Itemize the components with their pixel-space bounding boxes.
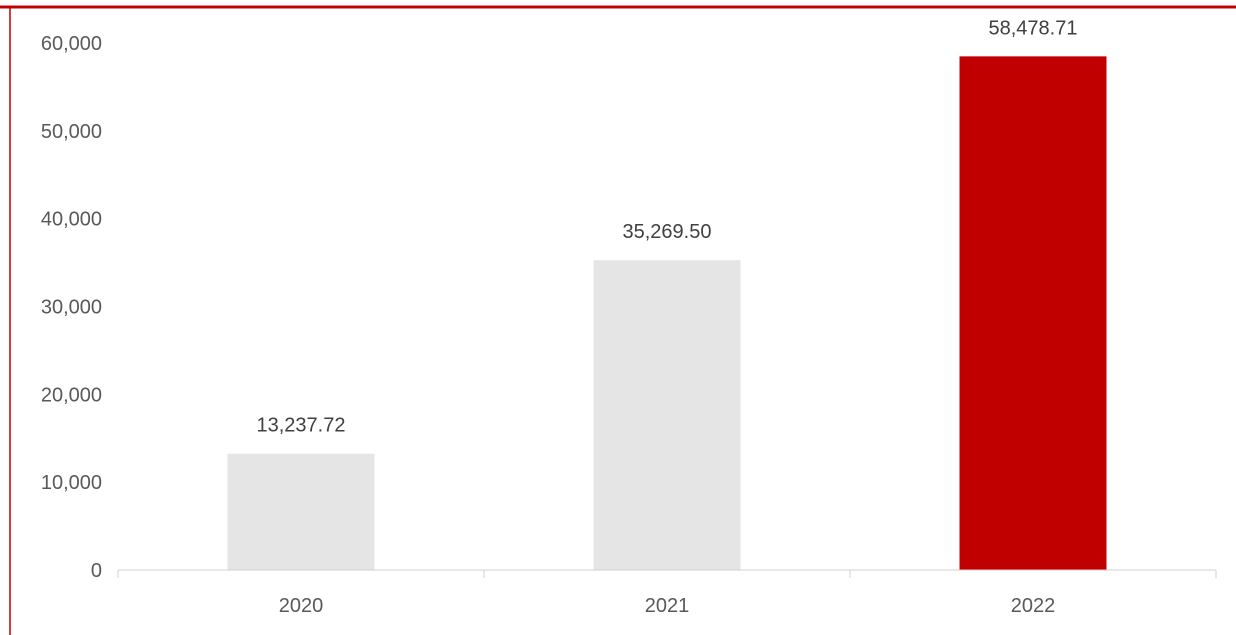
bar-2021 (593, 260, 741, 570)
y-axis-tick-labels: 0 10,000 20,000 30,000 40,000 50,000 60,000 (41, 33, 102, 582)
x-tick-label-2022: 2022 (1011, 595, 1056, 617)
y-tick-label: 40,000 (41, 209, 102, 231)
y-tick-label: 30,000 (41, 297, 102, 319)
data-labels: 13,237.72 35,269.50 58,478.71 (257, 17, 1078, 436)
data-label-2020: 13,237.72 (257, 415, 346, 437)
y-tick-label: 50,000 (41, 121, 102, 143)
x-tick-label-2020: 2020 (279, 595, 324, 617)
bar-2022 (959, 56, 1107, 570)
y-tick-label: 60,000 (41, 33, 102, 55)
y-tick-label: 20,000 (41, 384, 102, 406)
bar-2020 (227, 453, 375, 570)
data-label-2021: 35,269.50 (623, 221, 712, 243)
y-tick-label: 10,000 (41, 472, 102, 494)
bar-series (227, 56, 1107, 570)
x-tick-label-2021: 2021 (645, 595, 690, 617)
x-axis-ticks (117, 570, 1217, 578)
y-tick-label: 0 (91, 560, 102, 582)
data-label-2022: 58,478.71 (989, 17, 1078, 39)
x-axis-tick-labels: 2020 2021 2022 (279, 595, 1056, 617)
